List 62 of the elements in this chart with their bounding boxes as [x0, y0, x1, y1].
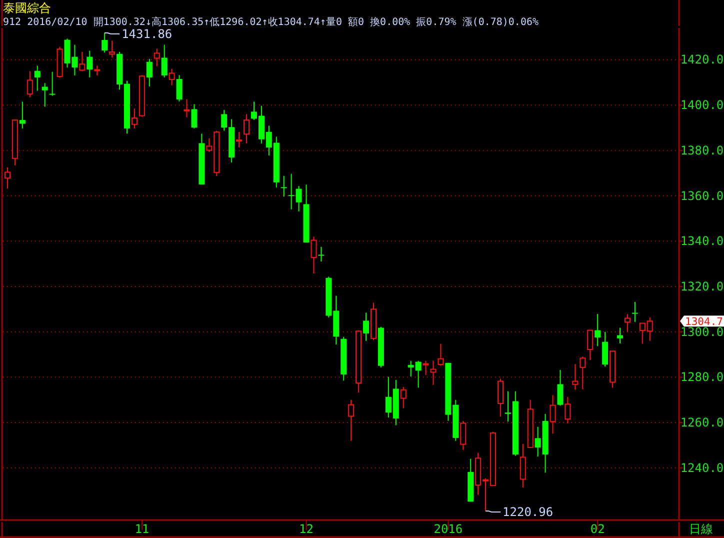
- candlestick: [42, 82, 48, 108]
- y-tick-label: 1280.0: [680, 370, 724, 384]
- candlestick: [624, 314, 630, 332]
- text: 日線: [689, 522, 713, 536]
- candlestick: [161, 44, 168, 78]
- candlestick: [176, 74, 182, 102]
- candlestick: [191, 104, 198, 129]
- candlestick: [102, 32, 108, 53]
- candlestick: [460, 420, 466, 450]
- candlestick: [430, 360, 436, 386]
- candlestick: [632, 301, 638, 322]
- y-tick-label: 1260.0: [680, 416, 724, 430]
- x-tick-label: 2016: [434, 522, 463, 536]
- candlestick: [184, 98, 190, 118]
- candlestick: [146, 58, 152, 87]
- candlestick: [49, 71, 56, 96]
- chart-subtitle: 912 2016/02/10 開1300.32↓高1306.35↑低1296.02↑收1304.74↑量0 額0 換0.00% 振0.79% 漲(0.78)0.06%: [3, 16, 539, 28]
- annotation: 1220.96: [502, 505, 554, 520]
- candlestick: [400, 386, 406, 409]
- candlestick: [318, 246, 324, 262]
- y-tick-label: 1400.0: [680, 98, 724, 112]
- candlestick: [79, 51, 86, 72]
- candlestick: [236, 132, 242, 148]
- candlestick: [86, 50, 93, 78]
- y-tick-label: 1340.0: [680, 234, 724, 248]
- x-tick-label: 11: [134, 522, 150, 536]
- annotation: 1431.86: [122, 26, 172, 41]
- candlestick: [26, 70, 33, 98]
- candlestick: [594, 313, 601, 347]
- candlestick: [154, 48, 160, 67]
- y-tick-label: 1320.0: [680, 279, 724, 294]
- candlestick: [422, 360, 429, 376]
- candlestick: [616, 327, 623, 344]
- candlestick: [19, 101, 26, 129]
- candlestick: [363, 312, 370, 342]
- y-tick-label: 1380.0: [680, 143, 724, 158]
- candlestick: [438, 343, 444, 366]
- candlestick: [244, 114, 250, 144]
- candlestick: [94, 65, 100, 76]
- candlestick: [602, 331, 608, 368]
- candlestick: [109, 40, 116, 58]
- candlestick: [280, 175, 287, 198]
- candlestick: [131, 108, 138, 129]
- candlestick: [4, 166, 10, 190]
- candlestick: [497, 378, 504, 418]
- chart-title: 泰國綜合: [3, 1, 51, 15]
- y-tick-label: 1420.0: [680, 52, 724, 67]
- candlestick: [34, 65, 40, 92]
- candlestick: [168, 68, 175, 86]
- x-tick-label: 12: [299, 522, 314, 536]
- y-tick-label: 1360.0: [680, 188, 724, 203]
- candlestick: [564, 396, 571, 424]
- candlestick: [520, 443, 526, 488]
- candlestick: [348, 399, 354, 442]
- candlestick: [572, 364, 578, 390]
- y-tick-label: 1240.0: [680, 460, 724, 475]
- x-tick-label: 02: [590, 522, 605, 536]
- candlestick: [580, 356, 586, 390]
- candlestick: [587, 330, 594, 361]
- candlestick: [310, 236, 317, 274]
- candlestick: [557, 369, 564, 406]
- candlestick: [550, 394, 556, 434]
